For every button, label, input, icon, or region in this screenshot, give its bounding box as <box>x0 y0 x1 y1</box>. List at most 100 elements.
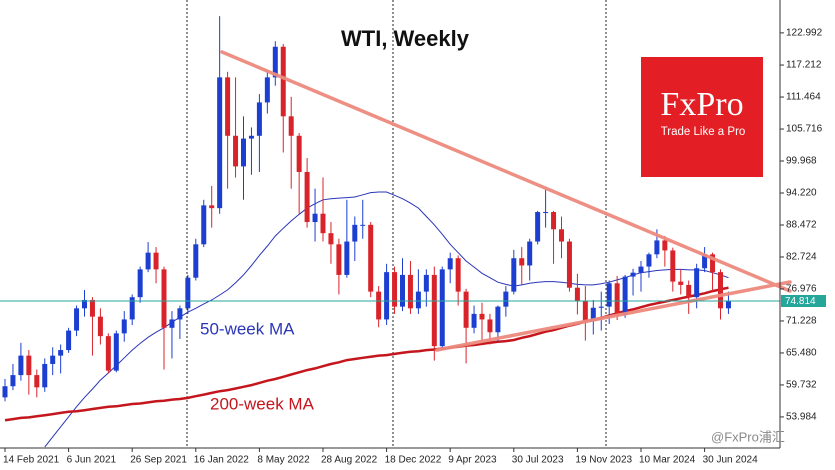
candle-body <box>614 283 620 315</box>
y-tick-label: 53.984 <box>786 412 817 423</box>
y-tick-label: 94.220 <box>786 188 817 199</box>
candle-body <box>241 138 246 167</box>
candle-body <box>113 333 119 371</box>
trendline <box>220 50 792 293</box>
candle-body <box>447 258 453 270</box>
candle-body <box>248 135 254 139</box>
candle-body <box>74 308 80 331</box>
candle-body <box>582 300 588 322</box>
candle-body <box>233 135 239 167</box>
x-tick-label: 18 Dec 2022 <box>385 455 442 466</box>
candle-body <box>153 252 159 270</box>
x-tick-label: 6 Jun 2021 <box>67 455 117 466</box>
candle-body <box>407 274 413 309</box>
candle-body <box>630 272 636 277</box>
logo-brand: FxPro <box>660 86 743 123</box>
candle-body <box>185 277 191 309</box>
x-tick-label: 14 Feb 2021 <box>3 455 60 466</box>
logo-tagline: Trade Like a Pro <box>661 126 746 138</box>
candle-body <box>535 212 541 242</box>
x-tick-label: 28 Aug 2022 <box>321 455 378 466</box>
ma-label: 200-week MA <box>210 394 315 413</box>
candle-body <box>431 274 437 347</box>
candle-body <box>360 224 366 226</box>
x-tick-label: 19 Nov 2023 <box>575 455 632 466</box>
candle-body <box>527 241 533 266</box>
candle-body <box>34 375 40 388</box>
candle-body <box>487 319 493 333</box>
y-tick-label: 122.992 <box>786 28 823 39</box>
ma-line <box>44 191 729 448</box>
candle-body <box>670 250 676 282</box>
candle-body <box>42 363 48 388</box>
candle-body <box>519 258 525 266</box>
logo-box <box>641 57 763 177</box>
candle-body <box>201 205 207 245</box>
x-tick-label: 16 Jan 2022 <box>194 455 249 466</box>
candle-body <box>256 102 262 136</box>
y-tick-label: 111.464 <box>786 92 821 103</box>
candle-body <box>161 269 167 328</box>
candle-body <box>177 308 183 320</box>
x-tick-label: 26 Sep 2021 <box>130 455 187 466</box>
chart-title: WTI, Weekly <box>341 26 470 51</box>
y-tick-label: 59.732 <box>786 380 817 391</box>
x-tick-label: 30 Jul 2023 <box>512 455 564 466</box>
candle-body <box>662 240 668 251</box>
candle-body <box>288 116 294 136</box>
candle-body <box>145 252 151 270</box>
y-tick-label: 117.212 <box>786 60 822 71</box>
last-price-box <box>781 295 826 308</box>
candle-body <box>304 171 310 223</box>
candle-body <box>384 272 390 320</box>
candle-body <box>479 313 485 320</box>
candle-body <box>543 212 549 214</box>
candle-body <box>686 284 692 298</box>
y-tick-label: 71.228 <box>786 316 817 327</box>
candle-body <box>18 355 24 376</box>
candle-body <box>368 224 374 292</box>
candle-body <box>2 386 8 398</box>
candle-body <box>328 233 334 245</box>
candle-body <box>217 77 223 209</box>
candle-body <box>511 258 517 292</box>
candle-body <box>58 350 64 356</box>
candle-body <box>503 291 509 307</box>
y-tick-label: 99.968 <box>786 156 817 167</box>
candle-body <box>97 316 103 337</box>
candle-body <box>336 244 342 275</box>
ma-label: 50-week MA <box>200 319 295 338</box>
candle-body <box>352 224 358 242</box>
x-tick-label: 30 Jun 2024 <box>703 455 758 466</box>
candle-body <box>423 274 429 292</box>
candle-body <box>50 355 56 364</box>
candle-body <box>296 135 302 172</box>
candle-body <box>598 306 604 308</box>
candle-body <box>551 212 557 230</box>
candle-body <box>574 287 580 301</box>
candle-body <box>121 319 127 334</box>
candle-body <box>718 272 723 309</box>
candle-body <box>710 254 716 273</box>
candle-body <box>193 244 199 278</box>
candle-body <box>495 306 501 333</box>
candle-body <box>344 241 350 275</box>
candle-body <box>400 274 405 307</box>
candle-body <box>463 291 469 328</box>
candle-body <box>320 213 326 234</box>
candle-body <box>455 258 461 292</box>
candle-body <box>702 254 708 269</box>
candle-body <box>376 291 382 320</box>
candle-body <box>725 301 731 309</box>
candle-body <box>89 299 95 317</box>
candle-body <box>105 336 111 371</box>
candle-body <box>638 266 644 273</box>
candle-body <box>209 205 215 209</box>
candle-body <box>26 355 32 376</box>
last-price-label: 74.814 <box>785 296 816 307</box>
candle-body <box>622 276 628 315</box>
candle-body <box>439 269 445 347</box>
candle-body <box>129 297 135 320</box>
candle-body <box>415 291 421 309</box>
